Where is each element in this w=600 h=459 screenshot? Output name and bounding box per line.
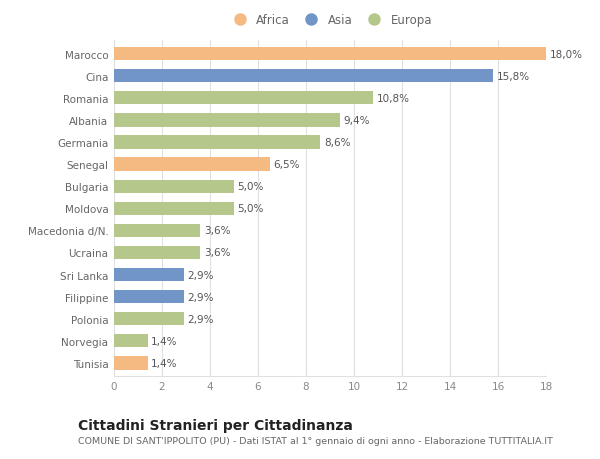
Text: 10,8%: 10,8% (377, 94, 410, 104)
Text: COMUNE DI SANT'IPPOLITO (PU) - Dati ISTAT al 1° gennaio di ogni anno - Elaborazi: COMUNE DI SANT'IPPOLITO (PU) - Dati ISTA… (78, 436, 553, 445)
Bar (114, 202, 234, 215)
Bar (114, 48, 546, 61)
Bar (114, 291, 184, 304)
Text: 3,6%: 3,6% (204, 226, 230, 236)
Bar (114, 136, 320, 149)
Bar (114, 357, 148, 370)
Legend: Africa, Asia, Europa: Africa, Asia, Europa (228, 14, 432, 27)
Bar (114, 158, 270, 171)
Text: 5,0%: 5,0% (238, 182, 264, 192)
Bar (114, 92, 373, 105)
Text: 3,6%: 3,6% (204, 248, 230, 258)
Bar (114, 313, 184, 326)
Text: 5,0%: 5,0% (238, 204, 264, 214)
Text: 1,4%: 1,4% (151, 358, 178, 368)
Text: Cittadini Stranieri per Cittadinanza: Cittadini Stranieri per Cittadinanza (78, 418, 353, 431)
Text: 2,9%: 2,9% (187, 314, 214, 324)
Text: 8,6%: 8,6% (324, 138, 350, 148)
Bar (114, 114, 340, 127)
Text: 15,8%: 15,8% (497, 72, 530, 82)
Text: 6,5%: 6,5% (274, 160, 300, 170)
Text: 2,9%: 2,9% (187, 292, 214, 302)
Text: 18,0%: 18,0% (550, 50, 583, 60)
Bar (114, 180, 234, 193)
Bar (114, 246, 200, 259)
Text: 9,4%: 9,4% (343, 116, 370, 126)
Bar (114, 224, 200, 237)
Text: 2,9%: 2,9% (187, 270, 214, 280)
Bar (114, 70, 493, 83)
Bar (114, 335, 148, 348)
Text: 1,4%: 1,4% (151, 336, 178, 346)
Bar (114, 269, 184, 281)
